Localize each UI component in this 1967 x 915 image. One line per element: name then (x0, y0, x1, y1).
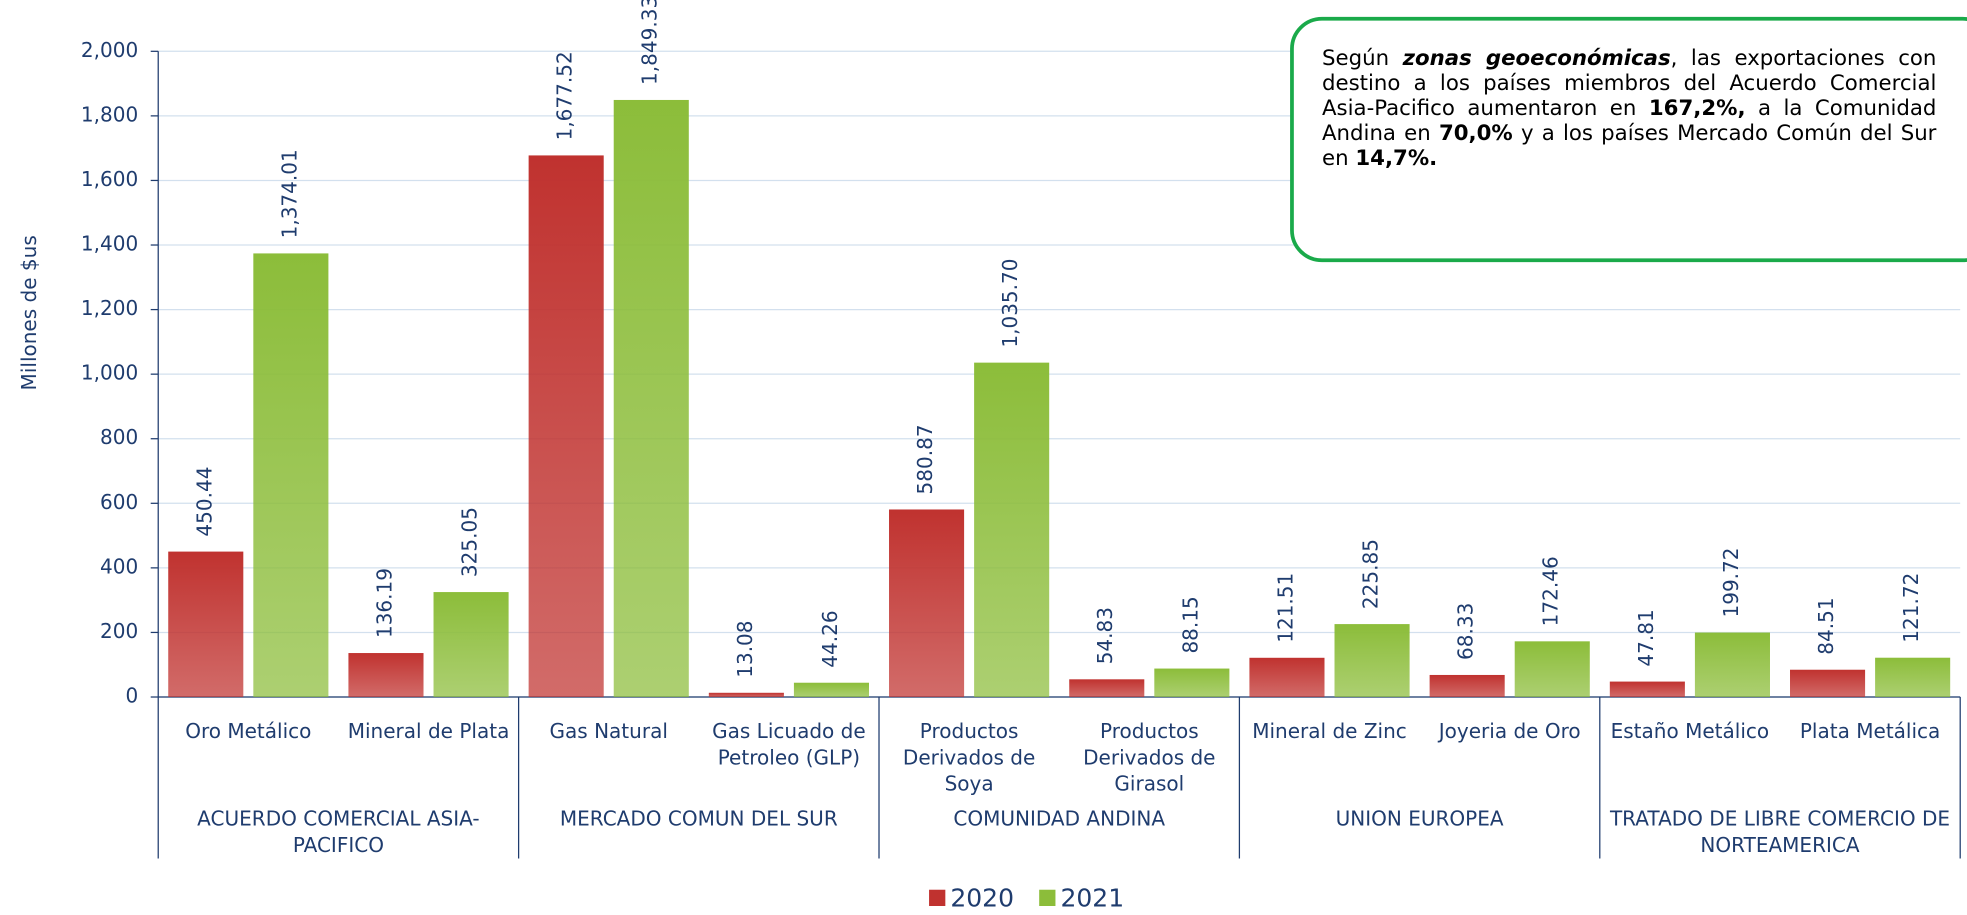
y-tick-label: 400 (100, 554, 138, 578)
x-tick-label: Productos Derivados de Soya (903, 719, 1035, 796)
legend-swatch (1039, 889, 1056, 906)
value-label: 54.83 (1093, 607, 1117, 664)
value-label: 84.51 (1814, 597, 1838, 654)
bar (1514, 641, 1590, 698)
bar (974, 362, 1050, 698)
value-label: 225.85 (1359, 539, 1383, 609)
annotation-run: a la Comunidad Andina en (1321, 96, 1937, 147)
value-label: 1,035.70 (998, 258, 1022, 347)
bar (168, 551, 244, 698)
value-label: 199.72 (1719, 547, 1743, 617)
x-tick-label: Mineral de Zinc (1252, 719, 1407, 743)
y-tick-label: 1,600 (81, 167, 138, 191)
y-tick-label: 0 (125, 684, 138, 708)
bar (1249, 657, 1325, 698)
y-axis-title: Millones de $us (17, 235, 41, 390)
legend-swatch (929, 889, 946, 906)
annotation-run: 167,2%, (1648, 96, 1746, 122)
bar (253, 253, 329, 698)
value-label: 172.46 (1539, 556, 1563, 626)
bar (348, 653, 424, 698)
bar (1429, 674, 1505, 698)
x-tick-label: Gas Natural (550, 719, 668, 743)
bar (433, 592, 509, 698)
group-label: TRATADO DE LIBRE COMERCIO DE NORTEAMERICA (1609, 806, 1950, 856)
x-tick-label: Oro Metálico (185, 719, 311, 743)
y-tick-label: 2,000 (81, 38, 138, 62)
annotation-text: Según zonas geoeconómicas, las exportaci… (1292, 19, 1964, 172)
x-tick-label: Joyeria de Oro (1437, 719, 1581, 743)
value-label: 44.26 (818, 610, 842, 667)
value-label: 121.72 (1899, 573, 1923, 643)
bar (1694, 632, 1770, 698)
value-label: 1,677.52 (553, 51, 577, 140)
y-tick-label: 1,800 (81, 102, 138, 126)
bar (1790, 669, 1866, 698)
y-tick-label: 1,400 (81, 232, 138, 256)
group-label: ACUERDO COMERCIAL ASIA-PACIFICO (197, 806, 479, 856)
bar (708, 692, 784, 698)
bar (1609, 681, 1685, 698)
group-label: MERCADO COMUN DEL SUR (560, 806, 838, 830)
value-label: 1,374.01 (277, 149, 301, 238)
bar (889, 509, 965, 698)
group-label: UNION EUROPEA (1336, 806, 1504, 830)
y-tick-label: 1,000 (81, 361, 138, 385)
annotation-run: Según (1321, 46, 1403, 72)
x-tick-label: Productos Derivados de Girasol (1083, 719, 1215, 796)
x-tick-label: Mineral de Plata (348, 719, 510, 743)
x-tick-label: Gas Licuado de Petroleo (GLP) (712, 719, 866, 769)
annotation-run: zonas geoeconómicas (1402, 46, 1671, 72)
value-label: 136.19 (372, 568, 396, 638)
annotation: Según zonas geoeconómicas, las exportaci… (1292, 19, 1964, 172)
bar (1875, 657, 1951, 698)
annotation-run: , las exportaciones con destino a los pa… (1321, 46, 1937, 122)
group-label: COMUNIDAD ANDINA (953, 806, 1165, 830)
value-label: 68.33 (1454, 603, 1478, 660)
value-label: 580.87 (913, 424, 937, 494)
annotation-run: y a los países Mercado Común del Sur en (1321, 121, 1937, 172)
annotation-run: 14,7%. (1355, 146, 1438, 172)
legend-label: 2020 (950, 884, 1014, 911)
legend-label: 2021 (1060, 884, 1124, 911)
bar (613, 99, 689, 698)
x-tick-label: Plata Metálica (1800, 719, 1940, 743)
value-label: 1,849.33 (638, 0, 662, 85)
bar (1069, 679, 1145, 698)
annotation-run: 70,0% (1438, 121, 1513, 147)
value-label: 13.08 (733, 620, 757, 677)
bar (528, 155, 604, 698)
value-label: 47.81 (1634, 609, 1658, 666)
x-tick-label: Estaño Metálico (1611, 719, 1770, 743)
y-tick-label: 600 (100, 490, 138, 514)
bar (793, 682, 869, 698)
value-label: 450.44 (192, 467, 216, 537)
bar (1154, 668, 1230, 698)
y-tick-label: 200 (100, 619, 138, 643)
y-tick-label: 800 (100, 425, 138, 449)
value-label: 88.15 (1178, 596, 1202, 653)
annotation-box (1290, 16, 1967, 263)
y-tick-label: 1,200 (81, 296, 138, 320)
value-label: 325.05 (458, 507, 482, 577)
value-label: 121.51 (1273, 573, 1297, 643)
bar (1334, 624, 1410, 698)
